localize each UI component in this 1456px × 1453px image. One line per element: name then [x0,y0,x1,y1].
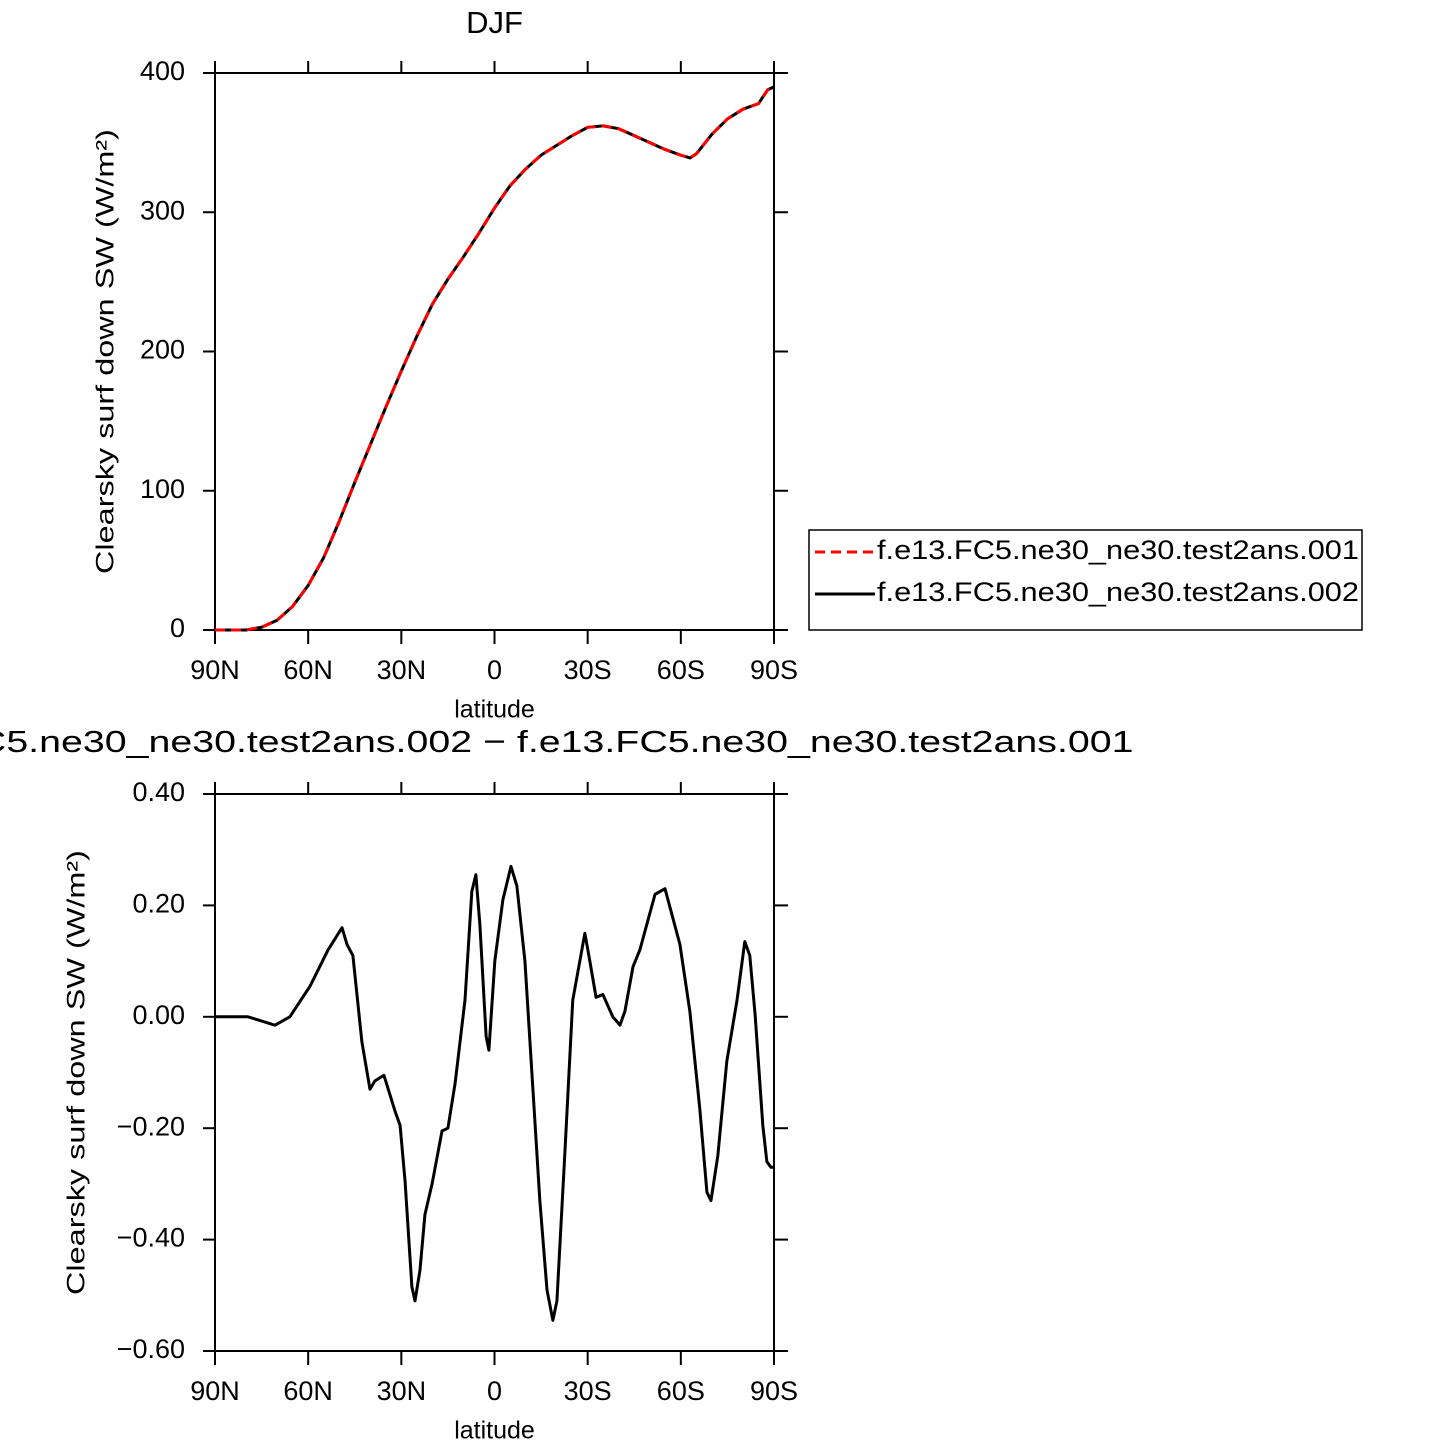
y-tick-label: 100 [140,474,185,504]
x-tick-label: 90S [750,655,798,685]
x-axis-label: latitude [454,696,535,724]
plot-frame [214,793,775,1352]
x-tick-label: 60N [283,655,333,685]
x-tick-label: 90N [190,655,240,685]
x-tick-label: 90N [190,1376,240,1406]
x-tick-label: 30S [564,1376,612,1406]
x-tick-label: 30S [564,655,612,685]
x-tick-label: 60S [657,655,705,685]
y-tick-label: 200 [140,335,185,365]
data-line [215,864,774,1322]
y-axis-label: Clearsky surf down SW (W/m²) [92,129,120,574]
y-tick-label: −0.20 [117,1111,185,1141]
y-tick-label: −0.60 [117,1334,185,1364]
y-axis-label: Clearsky surf down SW (W/m²) [63,850,91,1295]
x-tick-label: 90S [750,1376,798,1406]
y-tick-label: 400 [140,56,185,86]
data-line [215,85,775,632]
y-tick-label: 0 [170,613,185,643]
x-tick-label: 30N [377,655,427,685]
x-tick-label: 0 [487,655,502,685]
x-tick-label: 30N [377,1376,427,1406]
x-tick-label: 60N [283,1376,333,1406]
data-line [215,85,775,632]
y-tick-label: −0.40 [117,1223,185,1253]
y-tick-label: 0.00 [132,1000,185,1030]
chart-title: f.e13.FC5.ne30_ne30.test2ans.002 − f.e13… [0,724,1134,759]
x-axis-label: latitude [454,1417,535,1445]
legend-label: f.e13.FC5.ne30_ne30.test2ans.002 [877,577,1359,607]
legend-box [808,529,1363,631]
chart-title: DJF [466,5,523,40]
y-tick-label: 300 [140,195,185,225]
y-tick-label: 0.40 [132,777,185,807]
x-tick-label: 0 [487,1376,502,1406]
x-tick-label: 60S [657,1376,705,1406]
y-tick-label: 0.20 [132,889,185,919]
legend-label: f.e13.FC5.ne30_ne30.test2ans.001 [877,535,1359,565]
